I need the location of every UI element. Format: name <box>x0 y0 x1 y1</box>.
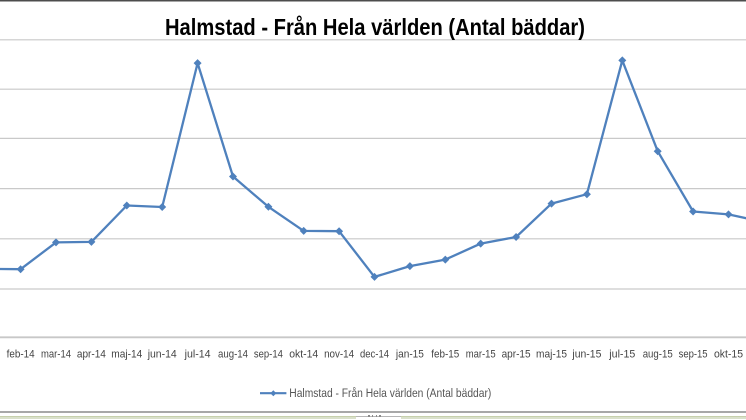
svg-text:feb-14: feb-14 <box>7 348 35 360</box>
svg-text:apr-15: apr-15 <box>502 348 531 360</box>
svg-text:mar-14: mar-14 <box>41 348 71 360</box>
svg-text:maj-14: maj-14 <box>111 348 142 360</box>
svg-text:Halmstad - Från Hela världen (: Halmstad - Från Hela världen (Antal bädd… <box>289 386 491 400</box>
svg-text:jun-14: jun-14 <box>147 348 177 360</box>
svg-text:sep-14: sep-14 <box>254 348 283 360</box>
svg-text:aug-14: aug-14 <box>218 348 248 360</box>
svg-text:jan-15: jan-15 <box>395 348 424 360</box>
svg-text:jul-14: jul-14 <box>184 348 211 360</box>
svg-text:okt-15: okt-15 <box>714 348 743 360</box>
svg-text:aug-15: aug-15 <box>643 348 673 360</box>
svg-text:feb-15: feb-15 <box>431 348 459 360</box>
svg-text:jun-15: jun-15 <box>571 348 601 360</box>
svg-text:dec-14: dec-14 <box>360 348 389 360</box>
svg-text:sep-15: sep-15 <box>679 348 708 360</box>
svg-text:jul-15: jul-15 <box>608 348 635 360</box>
svg-text:maj-15: maj-15 <box>536 348 567 360</box>
svg-text:nov-14: nov-14 <box>324 348 354 360</box>
svg-text:apr-14: apr-14 <box>77 348 106 360</box>
svg-text:mar-15: mar-15 <box>466 348 496 360</box>
svg-text:okt-14: okt-14 <box>289 348 318 360</box>
svg-text:Halmstad - Från Hela världen (: Halmstad - Från Hela världen (Antal bädd… <box>165 14 585 40</box>
